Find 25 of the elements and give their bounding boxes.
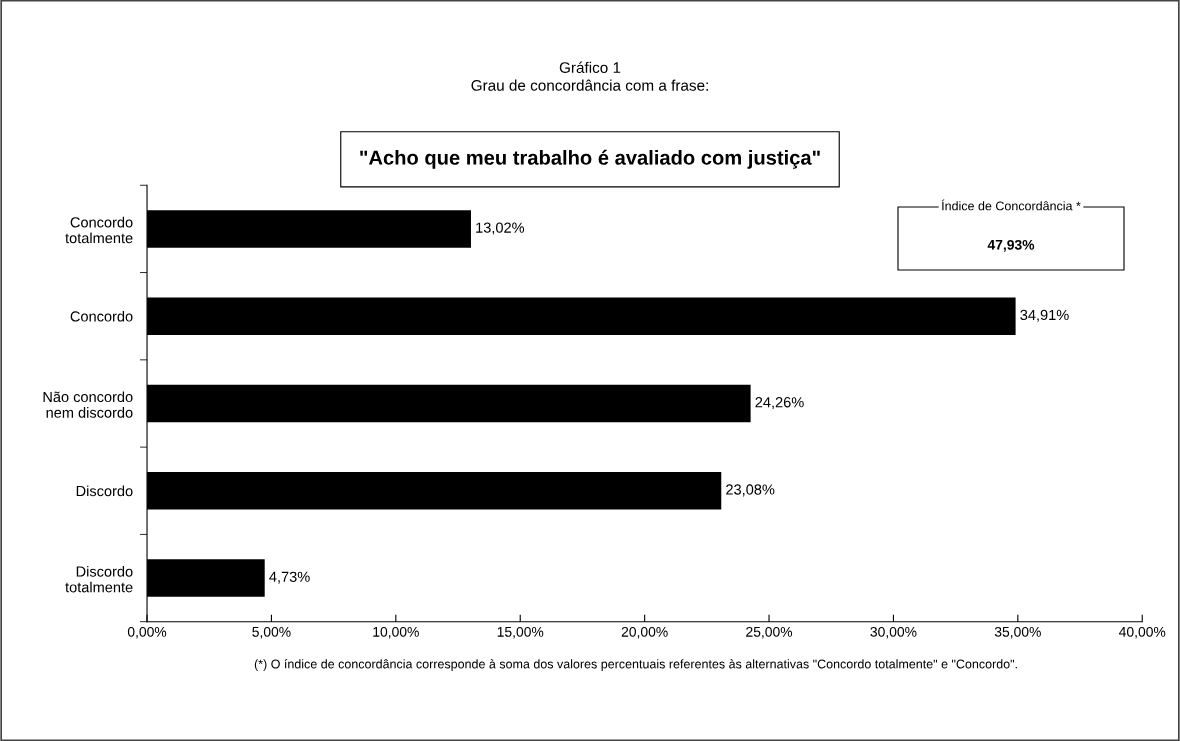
x-tick-label: 5,00% [252,626,291,639]
data-label: 23,08% [726,484,775,497]
data-label: 13,02% [476,222,525,235]
y-tick-label: Discordo totalmente [65,565,133,593]
x-tick-label: 20,00% [621,626,668,639]
y-tick-label: Concordo [70,310,133,322]
data-label: 24,26% [755,397,804,410]
x-tick-label: 25,00% [746,626,793,639]
data-label: 4,73% [269,571,310,584]
text: "Acho que meu trabalho é avaliado com justiça" [360,149,820,169]
x-tick-label: 15,00% [497,626,544,639]
text: (*) O índice de concordância corresponde à soma dos valores percentuais referentes às alternativas "Concordo totalmente" e "Concordo". [254,659,1017,671]
x-tick-label: 0,00% [127,626,167,639]
y-tick-label: Discordo [76,485,133,497]
data-label: 34,91% [1020,309,1069,322]
x-tick-label: 35,00% [994,626,1041,639]
chart-subtitle: Grau de concordância com a frase: [471,79,708,91]
annotation: 47,93% [987,239,1035,252]
y-tick-label: Concordo totalmente [65,216,133,244]
annotation: Índice de Concordância * [942,199,1081,211]
x-tick-label: 30,00% [870,626,917,639]
x-tick-label: 10,00% [373,626,419,639]
chart-title: Gráfico 1 [559,61,621,74]
x-tick-label: 40,00% [1119,626,1166,639]
y-tick-label: Não concordo nem discordo [43,391,133,418]
